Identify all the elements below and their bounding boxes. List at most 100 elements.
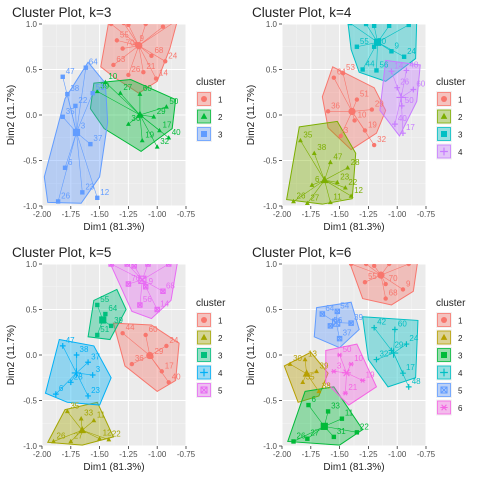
y-tick-label: -1.0	[23, 442, 37, 451]
cluster-centroid	[348, 108, 355, 115]
point-label: 60	[149, 325, 158, 334]
y-axis-title: Dim2 (11.7%)	[246, 325, 257, 385]
point-label: 19	[145, 130, 154, 139]
point-label: 65	[369, 254, 378, 263]
data-point	[167, 380, 171, 384]
legend-label: 1	[218, 317, 223, 326]
legend-title: cluster	[436, 77, 466, 88]
point-label: 24	[168, 51, 177, 60]
legend-label: 3	[218, 131, 223, 140]
data-point	[305, 437, 309, 441]
data-point	[120, 46, 124, 50]
data-point	[109, 324, 113, 328]
data-point	[352, 118, 356, 122]
legend-symbol	[441, 317, 447, 323]
point-label: 27	[310, 429, 319, 438]
x-tick-label: -1.50	[330, 210, 349, 219]
data-point	[402, 55, 406, 59]
data-point	[407, 262, 411, 266]
point-label: 20	[392, 16, 401, 25]
y-tick-label: 0.5	[26, 66, 38, 75]
data-point	[95, 303, 99, 307]
y-tick-label: -0.5	[23, 397, 37, 406]
point-label: 29	[154, 347, 163, 356]
data-point	[61, 75, 65, 79]
point-label: 47	[66, 67, 75, 76]
data-point	[111, 63, 115, 67]
y-tick-label: 1.0	[266, 260, 278, 269]
x-tick-label: -1.25	[119, 210, 138, 219]
point-label: 12	[354, 186, 363, 195]
legend-label: 4	[458, 148, 463, 157]
y-tick-label: 0.0	[266, 111, 278, 120]
point-label: 35	[303, 130, 312, 139]
data-point	[56, 199, 60, 203]
point-label: 19	[366, 370, 375, 379]
data-point	[363, 128, 367, 132]
x-tick-label: -2.00	[33, 210, 52, 219]
y-tick-label: 1.0	[26, 260, 38, 269]
data-point	[80, 190, 84, 194]
point-label: 20	[151, 254, 160, 263]
point-label: 28	[74, 372, 83, 381]
x-axis-title: Dim1 (81.3%)	[323, 222, 384, 233]
x-tick-label: -1.25	[359, 210, 378, 219]
point-label: 36	[331, 101, 340, 110]
data-point	[95, 333, 99, 337]
data-point	[340, 417, 344, 421]
legend-symbol	[201, 352, 207, 358]
point-label: 50	[405, 96, 414, 105]
x-tick-label: -1.75	[302, 210, 321, 219]
x-tick-label: -1.50	[330, 450, 349, 459]
data-point	[90, 91, 94, 95]
data-point	[389, 49, 393, 53]
point-label: 6	[311, 395, 316, 404]
y-tick-label: -1.0	[263, 442, 277, 451]
point-label: 37	[91, 352, 100, 361]
x-tick-label: -2.00	[273, 450, 292, 459]
data-point	[332, 75, 336, 79]
data-point	[122, 21, 126, 25]
point-label: 28	[351, 158, 360, 167]
point-label: 17	[165, 361, 174, 370]
point-label: 29	[394, 340, 403, 349]
y-tick-label: 1.0	[266, 20, 278, 29]
point-label: 12	[103, 429, 112, 438]
data-point	[120, 331, 124, 335]
data-point	[401, 287, 405, 291]
x-tick-label: -1.75	[62, 210, 81, 219]
legend-symbol	[201, 131, 207, 137]
point-label: 40	[172, 372, 181, 381]
x-tick-label: -2.00	[273, 210, 292, 219]
x-tick-label: -1.75	[302, 450, 321, 459]
point-label: 64	[108, 304, 117, 313]
point-label: 6	[59, 384, 64, 393]
point-label: 10	[108, 72, 117, 81]
data-point	[103, 312, 107, 316]
point-label: 27	[123, 83, 132, 92]
legend-label: 1	[458, 96, 463, 105]
data-point	[141, 70, 145, 74]
x-tick-label: -1.50	[90, 450, 109, 459]
point-label: 24	[407, 47, 416, 56]
x-tick-label: -0.75	[177, 210, 196, 219]
point-label: 55	[100, 295, 109, 304]
data-point	[355, 430, 359, 434]
legend-label: 3	[218, 352, 223, 361]
x-tick-label: -0.75	[417, 450, 436, 459]
data-point	[115, 38, 119, 42]
legend-symbol	[441, 131, 447, 137]
point-label: 29	[157, 107, 166, 116]
point-label: 39	[320, 361, 329, 370]
cluster-panel-k6: Cluster Plot, k=6-2.00-1.75-1.50-1.25-1.…	[246, 245, 466, 473]
legend-label: 2	[218, 334, 223, 343]
point-label: 20	[392, 254, 401, 263]
panel-title: Cluster Plot, k=5	[12, 245, 111, 260]
x-tick-label: -0.75	[417, 210, 436, 219]
data-point	[360, 67, 364, 71]
point-label: 64	[325, 304, 334, 313]
point-label: 71	[354, 254, 363, 263]
